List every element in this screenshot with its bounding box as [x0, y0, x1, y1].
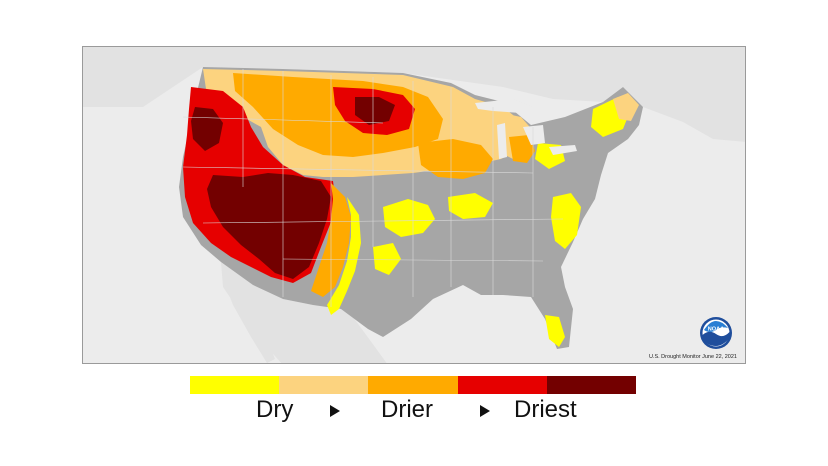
legend-swatch-3: [368, 376, 458, 394]
noaa-logo-icon: NOAA: [699, 316, 733, 350]
drought-d0-southwest-fringe: [327, 197, 361, 315]
drought-d0-texas: [373, 243, 401, 275]
drought-legend: [190, 376, 637, 394]
legend-swatch-4: [457, 376, 547, 394]
noaa-logo-text: NOAA: [708, 327, 724, 333]
map-credit: U.S. Drought Monitor June 22, 2021: [648, 354, 737, 360]
drought-d0-florida: [545, 315, 565, 347]
drought-d2-midwest: [418, 139, 493, 179]
legend-swatch-1: [190, 376, 280, 394]
drought-d1-northeast: [613, 93, 639, 121]
drought-d0-central-1: [383, 199, 435, 237]
noaa-logo-svg: NOAA: [700, 317, 732, 349]
legend-label-driest: Driest: [514, 396, 577, 423]
drought-d4-north: [355, 97, 395, 125]
us-map-svg: [83, 47, 745, 363]
triangle-right-icon: [480, 405, 490, 417]
canada-land: [83, 47, 745, 142]
great-lakes-water: [475, 99, 577, 159]
state-boundaries: [182, 69, 564, 307]
drought-d2-michigan: [509, 135, 535, 163]
drought-d0-southeast: [551, 193, 581, 249]
triangle-right-icon: [330, 405, 340, 417]
drought-d0-central-2: [448, 193, 493, 219]
drought-d4-southwest: [207, 173, 331, 279]
baja-land: [221, 259, 275, 363]
legend-swatch-2: [279, 376, 369, 394]
legend-label-drier: Drier: [381, 396, 433, 423]
legend-label-dry: Dry: [256, 396, 294, 423]
drought-map: NOAA U.S. Drought Monitor June 22, 2021: [82, 46, 746, 364]
legend-swatch-5: [546, 376, 637, 394]
